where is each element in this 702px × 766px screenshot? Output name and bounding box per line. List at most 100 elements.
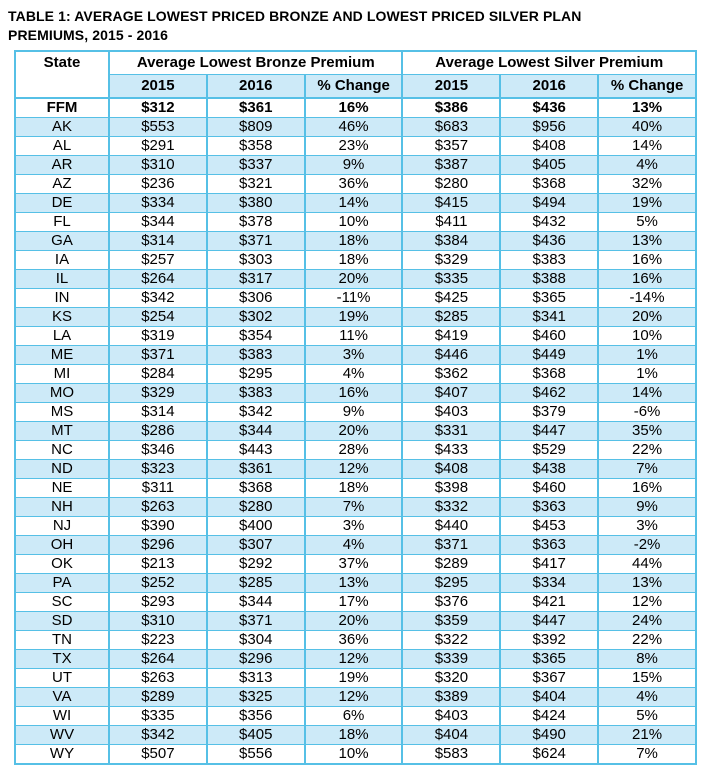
table-row: TN $223 $304 36% $322 $392 22%: [14, 629, 697, 650]
value-cell: $421: [499, 591, 600, 612]
value-cell: $403: [401, 401, 502, 422]
value-cell: $404: [401, 724, 502, 745]
value-cell: 14%: [303, 192, 404, 213]
value-cell: 40%: [597, 116, 697, 137]
value-cell: 9%: [597, 496, 697, 517]
value-cell: $322: [401, 629, 502, 650]
value-cell: $449: [499, 344, 600, 365]
value-cell: $453: [499, 515, 600, 536]
value-cell: $507: [108, 743, 208, 765]
value-cell: -14%: [597, 287, 697, 308]
value-cell: 10%: [303, 211, 404, 232]
value-cell: $447: [499, 420, 600, 441]
value-cell: 18%: [303, 724, 404, 745]
value-cell: $312: [108, 97, 208, 118]
value-cell: $368: [205, 477, 306, 498]
value-cell: 28%: [303, 439, 404, 460]
value-cell: $460: [499, 325, 600, 346]
value-cell: $311: [108, 477, 208, 498]
value-cell: $264: [108, 648, 208, 669]
value-cell: 18%: [303, 477, 404, 498]
value-cell: $356: [205, 705, 306, 726]
state-cell: MT: [14, 420, 110, 441]
value-cell: $387: [401, 154, 502, 175]
value-cell: $285: [401, 306, 502, 327]
state-cell: SD: [14, 610, 110, 631]
value-cell: 9%: [303, 154, 404, 175]
value-cell: 3%: [597, 515, 697, 536]
value-cell: 23%: [303, 135, 404, 156]
value-cell: $361: [205, 458, 306, 479]
value-cell: 13%: [597, 97, 697, 118]
value-cell: 13%: [597, 572, 697, 593]
value-cell: $342: [108, 287, 208, 308]
value-cell: $436: [499, 230, 600, 251]
value-cell: $411: [401, 211, 502, 232]
value-cell: $359: [401, 610, 502, 631]
value-cell: $368: [499, 363, 600, 384]
state-cell: IL: [14, 268, 110, 289]
value-cell: $280: [401, 173, 502, 194]
value-cell: $332: [401, 496, 502, 517]
value-cell: $284: [108, 363, 208, 384]
state-cell: NC: [14, 439, 110, 460]
col-group-bronze: Average Lowest Bronze Premium: [107, 50, 404, 75]
value-cell: 3%: [303, 515, 404, 536]
value-cell: 44%: [597, 553, 697, 574]
table-row: NJ $390 $400 3% $440 $453 3%: [14, 515, 697, 536]
value-cell: $331: [401, 420, 502, 441]
state-cell: DE: [14, 192, 110, 213]
table-row: SC $293 $344 17% $376 $421 12%: [14, 591, 697, 612]
value-cell: $296: [205, 648, 306, 669]
value-cell: 14%: [597, 382, 697, 403]
state-cell: OK: [14, 553, 110, 574]
state-cell: MS: [14, 401, 110, 422]
value-cell: $304: [205, 629, 306, 650]
value-cell: $329: [108, 382, 208, 403]
value-cell: $296: [108, 534, 208, 555]
value-cell: $392: [499, 629, 600, 650]
value-cell: $334: [499, 572, 600, 593]
value-cell: $383: [205, 382, 306, 403]
value-cell: $341: [499, 306, 600, 327]
value-cell: $371: [108, 344, 208, 365]
premiums-table: State Average Lowest Bronze Premium Aver…: [14, 49, 697, 765]
value-cell: $236: [108, 173, 208, 194]
value-cell: $389: [401, 686, 502, 707]
value-cell: $367: [499, 667, 600, 688]
table-row: DE $334 $380 14% $415 $494 19%: [14, 192, 697, 213]
value-cell: $403: [401, 705, 502, 726]
value-cell: $365: [499, 648, 600, 669]
value-cell: 22%: [597, 629, 697, 650]
value-cell: 24%: [597, 610, 697, 631]
value-cell: 13%: [303, 572, 404, 593]
value-cell: $405: [205, 724, 306, 745]
state-cell: NH: [14, 496, 110, 517]
value-cell: 5%: [597, 211, 697, 232]
value-cell: $329: [401, 249, 502, 270]
value-cell: 16%: [303, 382, 404, 403]
table-row: WI $335 $356 6% $403 $424 5%: [14, 705, 697, 726]
value-cell: $346: [108, 439, 208, 460]
state-cell: NJ: [14, 515, 110, 536]
value-cell: 20%: [303, 268, 404, 289]
table-row: FL $344 $378 10% $411 $432 5%: [14, 211, 697, 232]
value-cell: 7%: [597, 743, 697, 765]
value-cell: $380: [205, 192, 306, 213]
value-cell: $624: [499, 743, 600, 765]
value-cell: 9%: [303, 401, 404, 422]
value-cell: 5%: [597, 705, 697, 726]
table-row: IL $264 $317 20% $335 $388 16%: [14, 268, 697, 289]
state-cell: AK: [14, 116, 110, 137]
value-cell: 35%: [597, 420, 697, 441]
state-cell: IA: [14, 249, 110, 270]
table-row: SD $310 $371 20% $359 $447 24%: [14, 610, 697, 631]
state-cell: AZ: [14, 173, 110, 194]
value-cell: $319: [108, 325, 208, 346]
state-cell: SC: [14, 591, 110, 612]
col-header-bronze-2015: 2015: [108, 73, 208, 99]
table-row: OH $296 $307 4% $371 $363 -2%: [14, 534, 697, 555]
value-cell: $292: [205, 553, 306, 574]
value-cell: $320: [401, 667, 502, 688]
value-cell: $460: [499, 477, 600, 498]
